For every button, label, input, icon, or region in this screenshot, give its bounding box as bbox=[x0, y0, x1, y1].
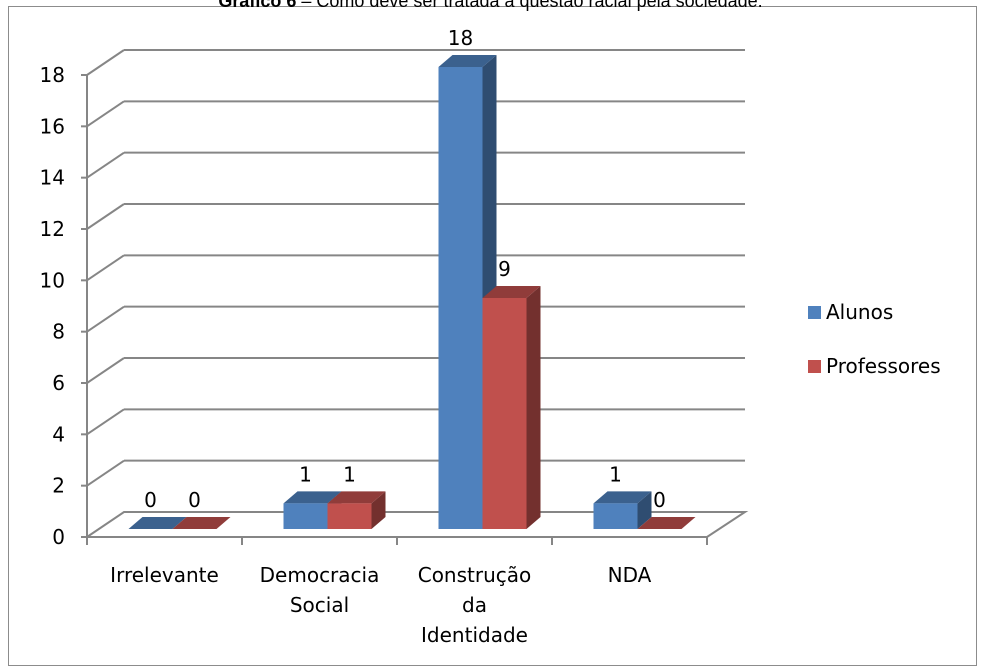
x-tick-label: Social bbox=[290, 593, 349, 617]
y-tick-label: 8 bbox=[52, 320, 65, 344]
bar-professores-2 bbox=[482, 286, 541, 529]
data-label: 0 bbox=[653, 488, 666, 512]
data-label: 0 bbox=[144, 488, 157, 512]
y-tick-label: 0 bbox=[52, 525, 65, 549]
y-tick-label: 6 bbox=[52, 371, 65, 395]
bar-top bbox=[438, 55, 497, 67]
x-tick-label: Construção bbox=[418, 563, 532, 587]
bar-top bbox=[637, 517, 696, 529]
y-tick-label: 12 bbox=[40, 217, 65, 241]
y-tick-label: 2 bbox=[52, 474, 65, 498]
data-label: 1 bbox=[609, 462, 622, 486]
bar-top bbox=[327, 491, 386, 504]
chart-title: Gráfico 6 – Como deve ser tratada a ques… bbox=[0, 0, 981, 12]
y-tick-label: 10 bbox=[40, 268, 65, 292]
legend-swatch-alunos bbox=[808, 306, 821, 319]
bar-top bbox=[593, 491, 652, 504]
gridlines bbox=[86, 49, 745, 487]
bar-professores-3 bbox=[637, 517, 696, 529]
gridline-side bbox=[86, 100, 125, 128]
bar-alunos-0 bbox=[128, 517, 187, 529]
legend: Alunos Professores bbox=[808, 300, 941, 378]
bar-side bbox=[637, 491, 652, 529]
y-tick-label: 16 bbox=[40, 114, 65, 138]
bar-front bbox=[482, 298, 527, 529]
x-tick-label: Democracia bbox=[260, 563, 380, 587]
bar-front bbox=[438, 67, 483, 529]
legend-label-professores: Professores bbox=[826, 354, 941, 378]
chart-title-text: – Como deve ser tratada a questão racial… bbox=[301, 0, 763, 11]
y-tick-label: 4 bbox=[52, 422, 65, 446]
y-tick-label: 18 bbox=[40, 63, 65, 87]
gridline-side bbox=[86, 459, 125, 487]
gridline-side bbox=[86, 49, 125, 76]
bar-side bbox=[526, 286, 541, 529]
bar-top bbox=[283, 491, 342, 504]
chart-title-prefix: Gráfico 6 bbox=[218, 0, 297, 11]
legend-label-alunos: Alunos bbox=[826, 300, 893, 324]
x-tick-label: Irrelevante bbox=[110, 563, 219, 587]
data-label: 9 bbox=[498, 257, 511, 281]
bar-front bbox=[327, 503, 372, 529]
legend-swatch-professores bbox=[808, 360, 821, 373]
data-label: 18 bbox=[448, 26, 473, 50]
bar-top bbox=[172, 517, 231, 529]
bar-top bbox=[128, 517, 187, 529]
bar-professores-1 bbox=[327, 491, 386, 529]
gridline-side bbox=[86, 408, 125, 436]
gridline-side bbox=[86, 203, 125, 230]
y-tick-label: 14 bbox=[40, 166, 65, 190]
bar-front bbox=[593, 503, 638, 529]
gridline-side bbox=[86, 151, 125, 179]
bar-front bbox=[283, 503, 328, 529]
data-label: 1 bbox=[343, 462, 356, 486]
gridline-side bbox=[86, 357, 125, 384]
floor bbox=[83, 511, 749, 538]
data-label: 0 bbox=[188, 488, 201, 512]
gridline-side bbox=[86, 254, 125, 282]
x-tick-label: Identidade bbox=[421, 623, 528, 647]
bar-professores-0 bbox=[172, 517, 231, 529]
x-tick-label: NDA bbox=[608, 563, 652, 587]
bar-alunos-3 bbox=[593, 491, 652, 529]
bar-side bbox=[371, 491, 386, 529]
bar-top bbox=[482, 286, 541, 298]
x-tick-label: da bbox=[462, 593, 487, 617]
data-label: 1 bbox=[299, 462, 312, 486]
gridline-side bbox=[86, 305, 125, 333]
